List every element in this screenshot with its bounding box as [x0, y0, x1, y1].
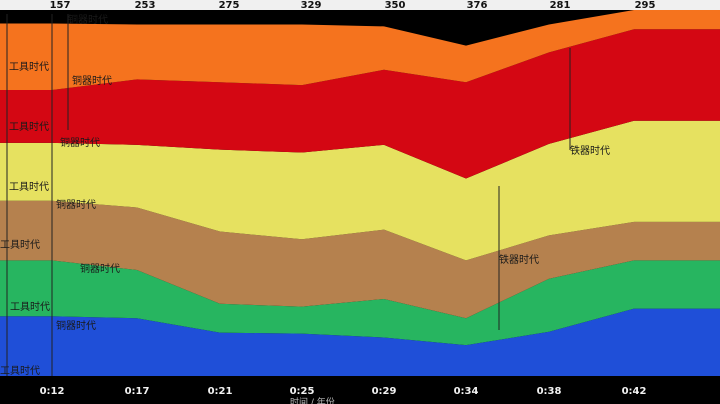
- x-tick-label: 0:12: [40, 386, 65, 397]
- era-label: 铜器时代: [56, 320, 96, 332]
- era-label: 工具时代: [0, 365, 40, 377]
- era-labels: 工具时代铜器时代工具时代铜器时代工具时代铜器时代铁器时代工具时代铜器时代铁器时代…: [0, 14, 610, 377]
- era-label: 铜器时代: [60, 137, 100, 149]
- x-tick-label: 0:17: [125, 386, 150, 397]
- era-label: 工具时代: [0, 239, 40, 251]
- era-label: 工具时代: [9, 181, 49, 193]
- x-axis-title: 时间 / 年份: [290, 396, 335, 404]
- top-tick-label: 350: [385, 0, 406, 11]
- x-tick-label: 0:29: [372, 386, 397, 397]
- x-tick-label: 0:25: [290, 386, 315, 397]
- top-tick-label: 376: [467, 0, 488, 11]
- area-layer-5: [0, 29, 720, 179]
- top-tick-label: 157: [50, 0, 71, 11]
- area-layer-2: [0, 260, 720, 346]
- area-layer-6: [0, 10, 720, 90]
- top-axis-strip: [0, 0, 720, 10]
- era-dividers: [6, 14, 571, 376]
- era-label: 工具时代: [9, 61, 49, 73]
- era-label: 工具时代: [9, 121, 49, 133]
- era-label: 铜器时代: [80, 263, 120, 275]
- x-tick-label: 0:34: [454, 386, 479, 397]
- era-label: 铜器时代: [68, 14, 108, 26]
- top-axis: 157 253 275 329 350 376 281 295: [50, 0, 656, 11]
- x-tick-label: 0:42: [622, 386, 647, 397]
- top-tick-label: 253: [135, 0, 156, 11]
- top-tick-label: 275: [219, 0, 240, 11]
- top-tick-label: 295: [635, 0, 656, 11]
- x-tick-label: 0:21: [208, 386, 233, 397]
- era-label: 铁器时代: [570, 144, 610, 157]
- area-layer-1: [0, 308, 720, 376]
- top-tick-label: 329: [301, 0, 322, 11]
- x-tick-label: 0:38: [537, 386, 562, 397]
- top-tick-label: 281: [550, 0, 571, 11]
- era-label: 铁器时代: [499, 253, 539, 266]
- area-layers: [0, 10, 720, 376]
- era-label: 工具时代: [10, 301, 50, 313]
- x-axis: 0:12 0:17 0:21 0:25 0:29 0:34 0:38 0:42: [40, 386, 647, 397]
- area-layer-3: [0, 200, 720, 319]
- area-layer-4: [0, 120, 720, 261]
- era-label: 铜器时代: [72, 75, 112, 87]
- era-label: 铜器时代: [56, 199, 96, 211]
